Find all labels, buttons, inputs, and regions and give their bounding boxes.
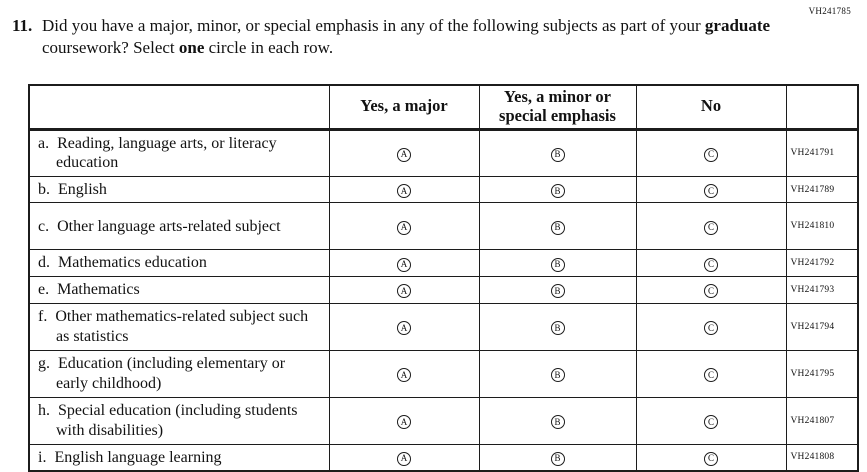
- row-code: VH241810: [785, 202, 859, 251]
- answer-cell: B: [478, 302, 637, 351]
- answer-cell: C: [635, 396, 787, 445]
- answer-cell: A: [328, 276, 480, 304]
- table-row-f: f. Other mathematics-related subject suc…: [28, 302, 859, 351]
- answer-cell: B: [478, 249, 637, 277]
- answer-cell: C: [635, 302, 787, 351]
- answer-cell: A: [328, 443, 480, 472]
- row-code: VH241793: [785, 276, 859, 304]
- table-header-row: Yes, a major Yes, a minor or special emp…: [28, 84, 859, 131]
- answer-cell: C: [635, 276, 787, 304]
- table-row-h: h. Special education (including students…: [28, 396, 859, 445]
- table-row-d: d. Mathematics education A B C VH241792: [28, 249, 859, 277]
- bubble-c-icon[interactable]: C: [704, 184, 718, 199]
- answer-cell: C: [635, 349, 787, 398]
- answer-cell: A: [328, 396, 480, 445]
- question-text-part: coursework? Select: [42, 38, 179, 58]
- answer-cell: B: [478, 396, 637, 445]
- question-text-bold-graduate: graduate: [704, 16, 771, 35]
- answer-cell: B: [478, 175, 637, 204]
- row-label: b. English: [28, 175, 330, 204]
- bubble-a-icon[interactable]: A: [397, 415, 411, 430]
- row-code: VH241792: [785, 249, 859, 277]
- row-label: c. Other language arts-related subject: [28, 202, 330, 251]
- header-yes-major: Yes, a major: [328, 84, 480, 131]
- bubble-c-icon[interactable]: C: [704, 220, 718, 235]
- answer-cell: A: [328, 128, 480, 177]
- answer-cell: B: [478, 128, 637, 177]
- answer-cell: C: [635, 128, 787, 177]
- response-table: Yes, a major Yes, a minor or special emp…: [28, 84, 859, 472]
- bubble-a-icon[interactable]: A: [397, 147, 411, 162]
- bubble-b-icon[interactable]: B: [550, 284, 565, 299]
- header-blank: [28, 84, 330, 131]
- bubble-b-icon[interactable]: B: [550, 321, 565, 336]
- row-code: VH241789: [785, 175, 859, 204]
- bubble-c-icon[interactable]: C: [704, 321, 718, 336]
- answer-cell: B: [478, 443, 637, 472]
- bubble-c-icon[interactable]: C: [704, 415, 718, 430]
- bubble-b-icon[interactable]: B: [550, 451, 565, 466]
- answer-cell: A: [328, 202, 480, 251]
- row-label: a. Reading, language arts, or literacy e…: [28, 128, 330, 177]
- row-label: d. Mathematics education: [28, 249, 330, 277]
- form-code: VH241785: [808, 6, 851, 16]
- row-code: VH241795: [785, 349, 859, 398]
- bubble-b-icon[interactable]: B: [550, 220, 565, 235]
- header-yes-minor: Yes, a minor or special emphasis: [478, 84, 637, 131]
- question-text-bold-one: one: [178, 38, 205, 58]
- header-code-blank: [785, 84, 859, 131]
- row-label: i. English language learning: [28, 443, 330, 472]
- answer-cell: A: [328, 349, 480, 398]
- question-text-part: circle in each row.: [204, 38, 334, 58]
- bubble-c-icon[interactable]: C: [704, 368, 718, 383]
- bubble-a-icon[interactable]: A: [397, 451, 411, 466]
- table-row-g: g. Education (including elementary or ea…: [28, 349, 859, 398]
- row-label: h. Special education (including students…: [28, 396, 330, 445]
- row-code: VH241794: [785, 302, 859, 351]
- answer-cell: C: [635, 202, 787, 251]
- bubble-a-icon[interactable]: A: [397, 368, 411, 383]
- question-number: 11.: [12, 16, 33, 35]
- table-row-i: i. English language learning A B C VH241…: [28, 443, 859, 472]
- bubble-a-icon[interactable]: A: [397, 220, 411, 235]
- answer-cell: C: [635, 175, 787, 204]
- row-label: e. Mathematics: [28, 276, 330, 304]
- answer-cell: C: [635, 249, 787, 277]
- header-no: No: [635, 84, 787, 131]
- bubble-a-icon[interactable]: A: [397, 184, 411, 199]
- question-text-part: Did you have a major, minor, or special …: [42, 16, 705, 35]
- bubble-c-icon[interactable]: C: [704, 284, 718, 299]
- row-label: g. Education (including elementary or ea…: [28, 349, 330, 398]
- answer-cell: A: [328, 175, 480, 204]
- answer-cell: B: [478, 202, 637, 251]
- bubble-a-icon[interactable]: A: [397, 284, 411, 299]
- answer-cell: B: [478, 349, 637, 398]
- bubble-b-icon[interactable]: B: [550, 147, 565, 162]
- question-11: 11. Did you have a major, minor, or spec…: [12, 15, 780, 60]
- bubble-c-icon[interactable]: C: [704, 451, 718, 466]
- bubble-a-icon[interactable]: A: [397, 321, 411, 336]
- answer-cell: A: [328, 249, 480, 277]
- answer-cell: B: [478, 276, 637, 304]
- table-row-e: e. Mathematics A B C VH241793: [28, 276, 859, 304]
- row-code: VH241791: [785, 128, 859, 177]
- bubble-b-icon[interactable]: B: [550, 184, 565, 199]
- bubble-b-icon[interactable]: B: [550, 368, 565, 383]
- bubble-b-icon[interactable]: B: [550, 257, 565, 272]
- bubble-c-icon[interactable]: C: [704, 147, 718, 162]
- table-row-a: a. Reading, language arts, or literacy e…: [28, 128, 859, 177]
- bubble-a-icon[interactable]: A: [397, 257, 411, 272]
- question-text: Did you have a major, minor, or special …: [42, 15, 780, 60]
- bubble-c-icon[interactable]: C: [704, 257, 718, 272]
- answer-cell: A: [328, 302, 480, 351]
- row-code: VH241808: [785, 443, 859, 472]
- bubble-b-icon[interactable]: B: [550, 415, 565, 430]
- row-code: VH241807: [785, 396, 859, 445]
- table-row-b: b. English A B C VH241789: [28, 175, 859, 204]
- table-row-c: c. Other language arts-related subject A…: [28, 202, 859, 251]
- row-label: f. Other mathematics-related subject suc…: [28, 302, 330, 351]
- answer-cell: C: [635, 443, 787, 472]
